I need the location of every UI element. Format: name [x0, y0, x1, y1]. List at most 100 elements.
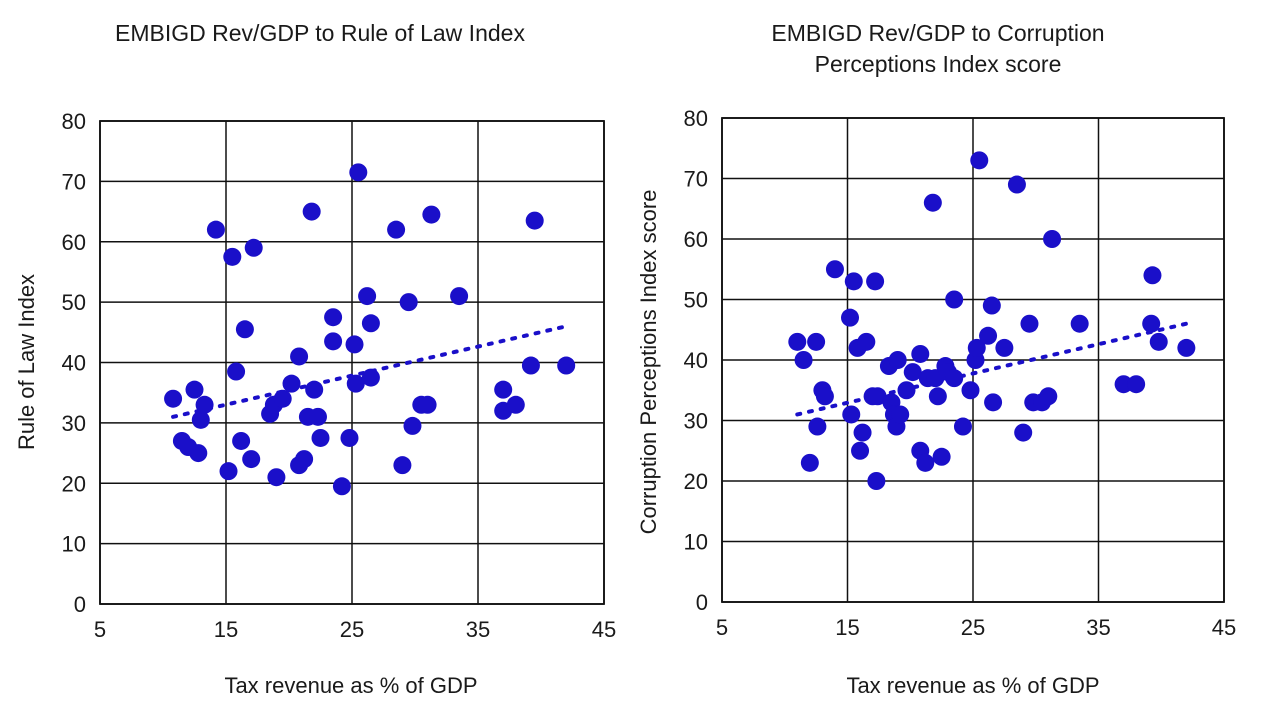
- chart-1-data-point: [393, 456, 412, 475]
- chart-2-y-tick-label: 10: [684, 530, 708, 555]
- chart-1-data-point: [235, 320, 254, 339]
- chart-2-y-tick-label: 50: [684, 288, 708, 313]
- chart-2-data-point: [825, 260, 844, 279]
- chart-1-data-point: [399, 293, 418, 312]
- chart-1-data-point: [324, 308, 343, 327]
- chart-2-data-point: [897, 381, 916, 400]
- chart-1-trendline: [171, 324, 569, 419]
- chart-2-data-point: [1039, 387, 1058, 406]
- chart-1-x-tick-label: 25: [340, 617, 364, 642]
- chart-2-data-point: [808, 417, 827, 436]
- chart-2-x-tick-label: 15: [835, 615, 859, 640]
- chart-2-data-point: [1070, 314, 1089, 333]
- chart-1-y-axis-label: Rule of Law Index: [14, 274, 39, 450]
- chart-1-data-point: [282, 374, 301, 393]
- chart-2-data-point: [1043, 230, 1062, 248]
- chart-1-data-point: [164, 389, 183, 408]
- chart-1-data-point: [191, 410, 210, 429]
- chart-2-y-tick-label: 70: [684, 167, 708, 192]
- chart-2-data-point: [867, 472, 886, 490]
- chart-2-data-point: [979, 326, 998, 345]
- chart-2-data-point: [903, 363, 922, 382]
- chart-1-data-point: [450, 287, 469, 306]
- chart-1-data-point: [219, 462, 238, 481]
- chart-2-data-point: [1007, 175, 1026, 194]
- chart-2-data-point: [841, 308, 860, 327]
- chart-2-title-line-1: EMBIGD Rev/GDP to Corruption: [771, 20, 1104, 46]
- chart-2-data-point: [945, 369, 964, 388]
- chart-1-y-tick-label: 0: [74, 592, 86, 617]
- chart-2-title-line-2: Perceptions Index score: [815, 51, 1062, 77]
- chart-1-data-point: [311, 428, 330, 447]
- chart-1-x-tick-label: 45: [592, 617, 616, 642]
- chart-2-data-point: [911, 344, 930, 363]
- chart-2-data-point: [953, 417, 972, 436]
- chart-1-data-point: [305, 380, 324, 399]
- chart-1-x-tick-label: 35: [466, 617, 490, 642]
- chart-2-plot-frame: [721, 117, 1225, 603]
- chart-1-y-tick-label: 50: [62, 290, 86, 315]
- chart-2-data-point: [857, 332, 876, 351]
- chart-1-data-point: [387, 220, 406, 239]
- chart-2-data-point: [800, 453, 819, 472]
- chart-1-data-point: [418, 395, 437, 414]
- chart-2-data-point: [932, 447, 951, 466]
- chart-1-y-tick-label: 30: [62, 411, 86, 436]
- chart-2-y-axis-label: Corruption Perceptions Index score: [636, 190, 661, 535]
- chart-1-data-point: [273, 389, 292, 408]
- chart-2-data-point: [970, 151, 989, 170]
- chart-2-data-point: [995, 338, 1014, 357]
- chart-2-data-point: [866, 272, 885, 291]
- chart-2-data-point: [961, 381, 980, 400]
- chart-1-data-point: [295, 450, 314, 469]
- chart-2-data-point: [794, 351, 813, 369]
- chart-1-y-tick-label: 60: [62, 230, 86, 255]
- chart-2-data-point: [788, 332, 807, 351]
- chart-2-data-point: [967, 338, 986, 357]
- chart-2-data-point: [1020, 314, 1039, 333]
- chart-1-data-point: [227, 362, 246, 381]
- chart-1-data-point: [349, 163, 368, 182]
- chart-2-data-point: [868, 387, 887, 406]
- chart-1-data-point: [521, 356, 540, 375]
- chart-2-data-point: [916, 453, 935, 472]
- chart-2-y-tick-label: 30: [684, 409, 708, 434]
- chart-2-x-tick-label: 5: [716, 615, 728, 640]
- chart-1-plot-frame: [99, 120, 605, 605]
- chart-2-data-point: [982, 296, 1001, 315]
- chart-2-data-point: [1127, 375, 1146, 394]
- chart-1-y-tick-label: 20: [62, 471, 86, 496]
- chart-1-data-point: [223, 247, 242, 266]
- chart-1-x-axis-label: Tax revenue as % of GDP: [224, 673, 477, 698]
- chart-1-data-point: [506, 395, 525, 414]
- chart-2-data-point: [891, 405, 910, 424]
- chart-2-x-axis-label: Tax revenue as % of GDP: [846, 673, 1099, 698]
- chart-1-y-tick-label: 10: [62, 532, 86, 557]
- chart-2-data-point: [888, 351, 907, 369]
- chart-1-data-point: [189, 444, 208, 463]
- chart-1-data-point: [422, 205, 441, 224]
- chart-1-data-point: [557, 356, 576, 375]
- chart-1-data-point: [185, 380, 204, 399]
- chart-1-data-point: [308, 407, 327, 426]
- chart-1-x-tick-label: 15: [214, 617, 238, 642]
- chart-1-data-point: [361, 368, 380, 387]
- chart-2-y-tick-label: 20: [684, 469, 708, 494]
- chart-corruption-perceptions: 0 10 20 30 40 50 60 70 80 5 15 25 35 45: [684, 106, 1237, 640]
- chart-2-data-point: [923, 193, 942, 212]
- chart-1-data-point: [358, 287, 377, 306]
- chart-rule-of-law: 0 10 20 30 40 50 60 70 80 5 15 25 35 45: [62, 109, 617, 642]
- chart-2-data-point: [1177, 338, 1196, 357]
- chart-2-data-point: [928, 387, 947, 406]
- chart-1-data-point: [195, 395, 214, 414]
- chart-2-data-point: [844, 272, 863, 291]
- chart-2-y-tick-label: 60: [684, 227, 708, 252]
- chart-1-x-tick-label: 5: [94, 617, 106, 642]
- chart-1-data-point: [525, 211, 544, 230]
- chart-2-x-tick-label: 35: [1086, 615, 1110, 640]
- chart-2-y-tick-label: 0: [696, 590, 708, 615]
- chart-2-data-point: [984, 393, 1003, 412]
- chart-2-data-point: [853, 423, 872, 442]
- chart-2-data-point: [807, 332, 826, 351]
- chart-1-data-point: [345, 335, 364, 354]
